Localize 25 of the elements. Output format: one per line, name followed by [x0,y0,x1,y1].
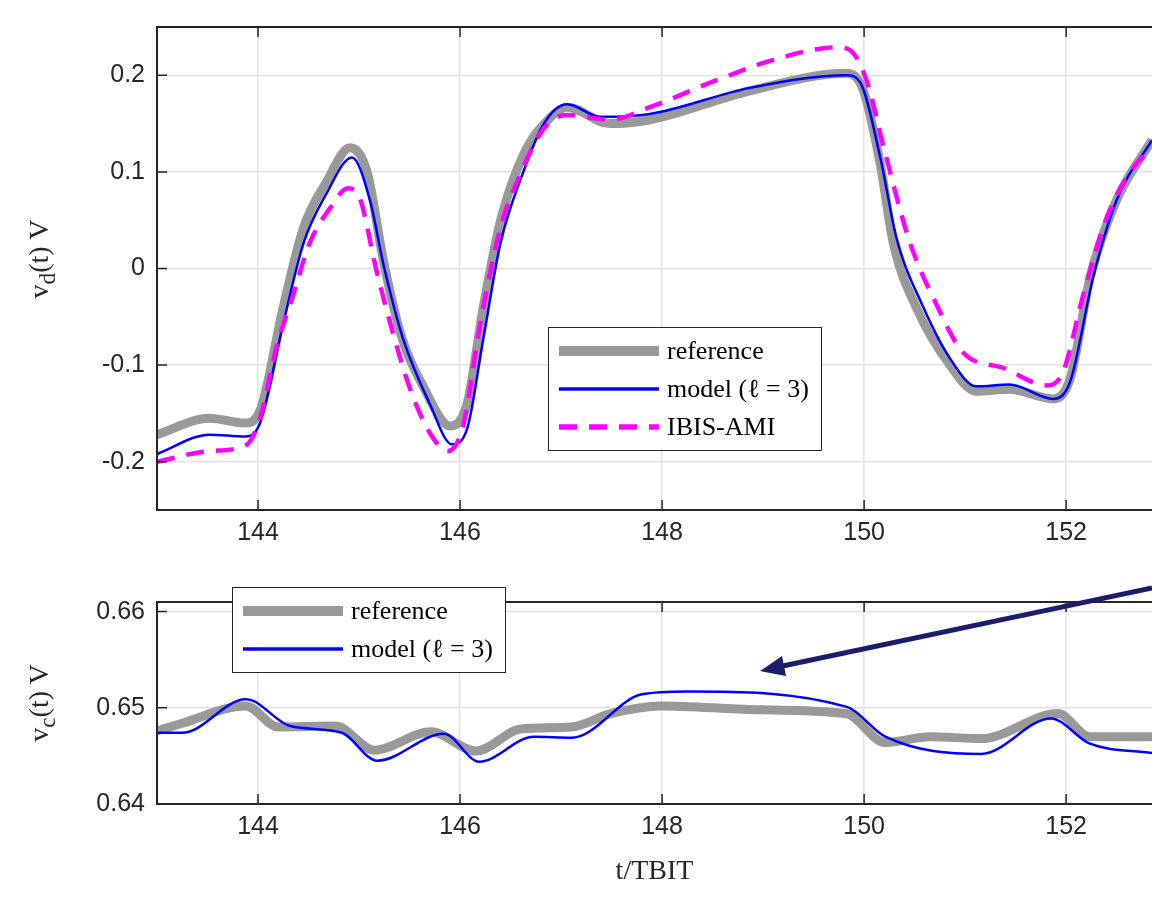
x-tick-label: 152 [1045,516,1087,545]
y-tick-label: 0 [131,252,145,281]
x-tick-label: 150 [843,516,885,545]
y-tick-label: -0.1 [101,348,145,377]
x-tick-label: 144 [237,810,279,839]
x-tick-label: 150 [843,810,885,839]
x-tick-label: 146 [439,810,481,839]
y-tick-label: 0.2 [110,59,145,88]
line-series [157,690,1152,763]
legend-label: model (ℓ = 3) [667,374,809,404]
x-tick-label: 146 [439,516,481,545]
x-tick-label: 148 [641,516,683,545]
y-tick-label: 0.66 [96,595,145,624]
y-tick-label: 0.1 [110,155,145,184]
legend-label: model (ℓ = 3) [351,634,493,664]
x-tick-label: 144 [237,516,279,545]
x-axis-title: t/TBIT [615,854,694,886]
x-tick-label: 152 [1045,810,1087,839]
y-tick-label: -0.2 [101,445,145,474]
legend-label: reference [667,336,764,366]
x-tick-label: 148 [641,810,683,839]
legend-label: IBIS-AMI [667,412,776,442]
y-tick-label: 0.65 [96,691,145,720]
legend-label: reference [351,596,448,626]
y-tick-label: 0.64 [96,787,146,816]
